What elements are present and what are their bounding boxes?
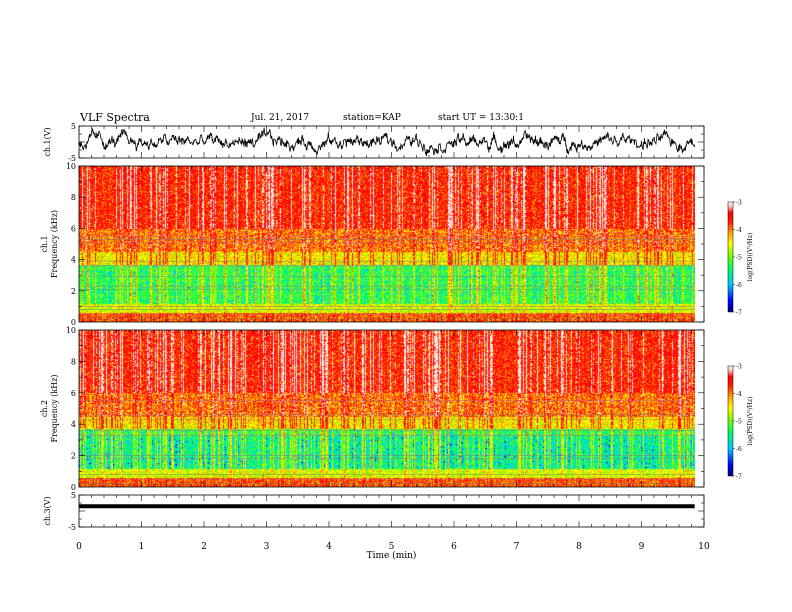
y-tick-label: 5 — [71, 122, 76, 131]
x-tick-label: 6 — [451, 542, 457, 552]
y-tick-label: 5 — [71, 491, 76, 500]
date-label: Jul. 21, 2017 — [251, 113, 310, 123]
start-time-label: start UT = 13:30:1 — [438, 113, 524, 123]
y-tick-label: 10 — [66, 326, 76, 335]
y-tick-label: 0 — [71, 318, 76, 327]
station-label: station=KAP — [343, 113, 401, 123]
x-tick-label: 1 — [139, 542, 145, 552]
y-tick-label: 10 — [66, 162, 76, 171]
y-tick-label: -5 — [68, 154, 76, 163]
ch2-spectrogram-ylabel-channel: ch.2 — [40, 400, 49, 417]
plot-title: VLF Spectra — [80, 111, 150, 124]
ch1-colorbar-label: log(PSD)(V²/Hz) — [747, 233, 754, 282]
y-tick-label: 6 — [71, 389, 76, 398]
y-tick-label: 0 — [71, 483, 76, 492]
ch2-spectrogram-image — [79, 330, 695, 487]
colorbar-tick-label: -4 — [736, 391, 742, 398]
ch1-spectrogram-image — [79, 166, 695, 322]
colorbar-tick-label: -3 — [736, 200, 742, 207]
colorbar-tick-label: -3 — [736, 364, 742, 371]
ch1-waveform-ylabel: ch.1(V) — [43, 127, 52, 156]
y-tick-label: 8 — [71, 193, 76, 202]
y-tick-label: 4 — [71, 256, 76, 265]
ch1-spectrogram-ylabel-freq: Frequency (kHz) — [50, 210, 59, 278]
x-tick-label: 3 — [264, 542, 270, 552]
colorbar-tick-label: -7 — [736, 310, 742, 317]
ch1-waveform-trace — [78, 127, 695, 157]
x-tick-label: 0 — [76, 542, 82, 552]
x-tick-label: 10 — [698, 542, 710, 552]
ch1-spectrogram-ylabel-channel: ch.1 — [40, 235, 49, 252]
ch2-spectrogram-ylabel-freq: Frequency (kHz) — [50, 374, 59, 442]
x-tick-label: 9 — [639, 542, 645, 552]
ch3-waveform-ylabel: ch.3(V) — [43, 496, 52, 525]
x-tick-label: 7 — [514, 542, 520, 552]
y-tick-label: 6 — [71, 224, 76, 233]
y-tick-label: 8 — [71, 357, 76, 366]
ch2-colorbar-label: log(PSD)(V²/Hz) — [747, 397, 754, 446]
y-tick-label: 4 — [71, 420, 76, 429]
colorbar-tick-label: -5 — [736, 419, 742, 426]
y-tick-label: 2 — [71, 452, 76, 461]
colorbar-tick-label: -6 — [736, 282, 742, 289]
colorbar-tick-label: -5 — [736, 255, 742, 262]
colorbar-tick-label: -7 — [736, 474, 742, 481]
x-tick-label: 2 — [201, 542, 207, 552]
ch2-colorbar — [727, 365, 734, 477]
x-axis-label: Time (min) — [367, 550, 417, 561]
colorbar-tick-label: -4 — [736, 227, 742, 234]
y-tick-label: 2 — [71, 287, 76, 296]
y-tick-label: -5 — [68, 523, 76, 532]
x-tick-label: 5 — [389, 542, 395, 552]
x-tick-label: 4 — [326, 542, 332, 552]
colorbar-tick-label: -6 — [736, 446, 742, 453]
x-tick-label: 8 — [576, 542, 582, 552]
ch1-colorbar — [727, 201, 734, 313]
